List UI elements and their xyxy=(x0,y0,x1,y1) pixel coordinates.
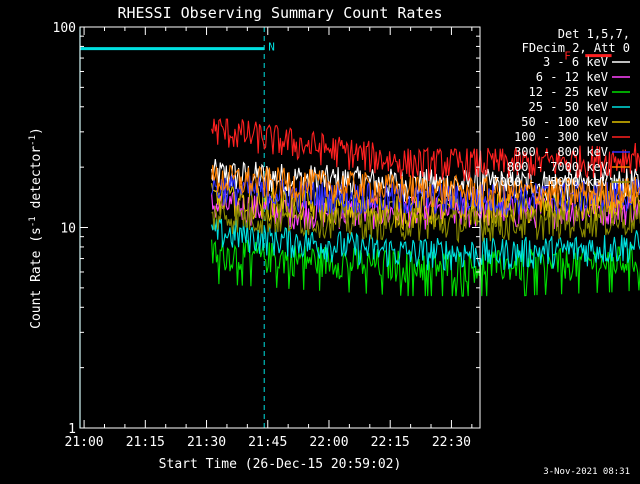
series-line-7 xyxy=(211,164,640,211)
legend-entry-label: 12 - 25 keV xyxy=(529,85,608,99)
marker-f: F xyxy=(564,50,571,63)
legend-entry-label: 25 - 50 keV xyxy=(529,100,608,114)
x-tick-label: 21:00 xyxy=(65,435,104,450)
x-axis-label: Start Time (26-Dec-15 20:59:02) xyxy=(159,457,402,472)
legend-entry-label: 100 - 300 keV xyxy=(514,130,608,144)
y-axis-label: Count Rate (s-1 detector-1) xyxy=(28,127,44,329)
legend-entry-label: 7000 - 15000 keV xyxy=(492,175,608,189)
marker-n: N xyxy=(268,41,275,54)
y-tick-label: 100 xyxy=(53,21,76,36)
series-line-2 xyxy=(211,238,640,297)
x-tick-label: 21:30 xyxy=(187,435,226,450)
legend-header: FDecim 2, Att 0 xyxy=(522,41,630,55)
y-tick-label: 10 xyxy=(60,222,76,237)
x-tick-label: 22:00 xyxy=(309,435,348,450)
series-line-3 xyxy=(211,218,640,272)
series-line-6 xyxy=(211,174,640,217)
series-line-5 xyxy=(211,118,640,182)
legend-entry-label: 300 - 800 keV xyxy=(514,145,608,159)
data-series-layer xyxy=(211,118,640,297)
series-line-1 xyxy=(211,191,640,230)
footer-date: 3-Nov-2021 08:31 xyxy=(543,467,630,477)
x-tick-label: 22:30 xyxy=(432,435,471,450)
legend-entry-label: 6 - 12 keV xyxy=(536,70,608,84)
legend-entry-label: 800 - 7000 keV xyxy=(507,160,608,174)
chart-title: RHESSI Observing Summary Count Rates xyxy=(117,4,442,22)
legend-header: Det 1,5,7, xyxy=(558,27,630,41)
y-tick-label: 1 xyxy=(68,422,76,437)
axes-layer: 21:00 21:15 21:30 21:45 22:00 22:15 22:30 1 10 10… xyxy=(53,21,481,450)
legend-entry-label: 3 - 6 keV xyxy=(543,55,608,69)
legend-entry-label: 50 - 100 keV xyxy=(521,115,608,129)
x-tick-label: 21:45 xyxy=(248,435,287,450)
x-tick-label: 22:15 xyxy=(371,435,410,450)
x-tick-label: 21:15 xyxy=(126,435,165,450)
series-line-8 xyxy=(211,203,640,244)
